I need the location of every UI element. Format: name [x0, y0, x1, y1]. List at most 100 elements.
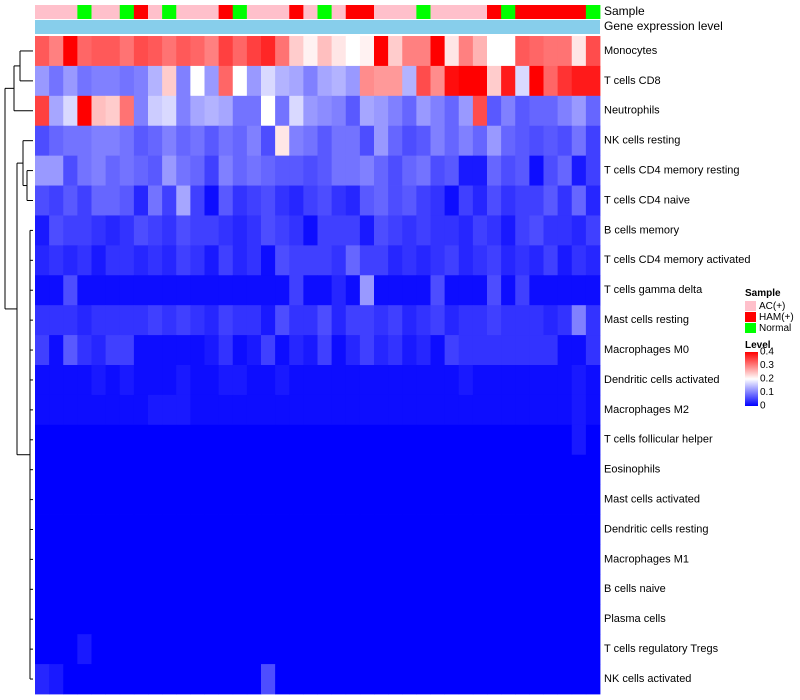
heatmap-cell — [359, 604, 375, 635]
heatmap-cell — [289, 454, 304, 486]
heatmap-cell — [162, 634, 177, 665]
heatmap-cell — [557, 664, 573, 695]
heatmap-cell — [218, 484, 234, 515]
heatmap-cell — [232, 574, 248, 605]
heatmap-cell — [289, 664, 304, 695]
heatmap-cell — [49, 125, 64, 157]
gene-annotation-label: Gene expression level — [604, 19, 723, 33]
heatmap-cell — [585, 514, 601, 545]
heatmap-cell — [458, 125, 474, 157]
heatmap-cell — [148, 125, 163, 157]
heatmap-cell — [416, 484, 431, 515]
heatmap-cell — [289, 574, 304, 605]
heatmap-cell — [35, 454, 50, 486]
heatmap-cell — [416, 604, 431, 635]
heatmap-cell — [289, 36, 304, 67]
heatmap-cell — [91, 454, 107, 486]
heatmap-cell — [317, 215, 333, 246]
heatmap-cell — [345, 95, 361, 127]
heatmap-cell — [190, 365, 205, 396]
heatmap-cell — [331, 36, 347, 67]
heatmap-cell — [303, 95, 318, 127]
heatmap-cell — [119, 484, 135, 515]
heatmap-cell — [275, 36, 290, 67]
heatmap-cell — [515, 215, 530, 246]
sample-cell — [416, 5, 431, 19]
heatmap-cell — [133, 365, 149, 396]
heatmap-cell — [501, 634, 516, 665]
heatmap-cell — [133, 275, 149, 306]
heatmap-cell — [501, 574, 516, 605]
heatmap-cell — [35, 664, 50, 695]
heatmap-cell — [571, 604, 587, 635]
heatmap-cell — [303, 155, 318, 186]
heatmap-cell — [176, 365, 191, 396]
heatmap-cell — [49, 335, 64, 366]
heatmap-cell — [444, 245, 460, 276]
heatmap-cell — [501, 514, 516, 545]
heatmap-cell — [331, 65, 347, 97]
heatmap-cell — [543, 155, 559, 186]
heatmap-cell — [444, 604, 460, 635]
heatmap-cell — [430, 215, 446, 246]
heatmap-cell — [585, 275, 601, 306]
heatmap-cell — [345, 664, 361, 695]
heatmap-cell — [317, 634, 333, 665]
legend-sample-label: Normal — [759, 323, 791, 334]
heatmap-cell — [105, 454, 121, 486]
heatmap-cell — [190, 36, 205, 67]
heatmap-cell — [176, 245, 191, 276]
heatmap-cell — [63, 484, 78, 515]
heatmap-cell — [458, 245, 474, 276]
heatmap-cell — [458, 484, 474, 515]
heatmap-cell — [246, 394, 262, 426]
heatmap-cell — [162, 484, 177, 515]
heatmap-cell — [91, 95, 107, 127]
heatmap-cell — [303, 634, 318, 665]
heatmap-cell — [261, 65, 276, 97]
heatmap-cell — [585, 394, 601, 426]
heatmap-cell — [148, 245, 163, 276]
heatmap-cell — [261, 365, 276, 396]
heatmap-cell — [133, 604, 149, 635]
heatmap-cell — [317, 335, 333, 366]
heatmap-cell — [176, 634, 191, 665]
heatmap-cell — [571, 95, 587, 127]
heatmap-cell — [148, 65, 163, 97]
heatmap-cell — [190, 394, 205, 426]
heatmap-cell — [571, 155, 587, 186]
heatmap-cell — [176, 215, 191, 246]
legend-level-tick-label: 0.1 — [760, 387, 774, 398]
sample-cell — [331, 5, 347, 19]
heatmap-cell — [176, 484, 191, 515]
heatmap-cell — [133, 634, 149, 665]
heatmap-cell — [204, 335, 220, 366]
heatmap-cell — [529, 305, 544, 336]
sample-cell — [35, 5, 50, 19]
heatmap-cell — [388, 36, 403, 67]
heatmap-cell — [317, 305, 333, 336]
heatmap-cell — [430, 544, 446, 575]
heatmap-cell — [331, 95, 347, 127]
heatmap-cell — [119, 424, 135, 456]
sample-annotation-bar — [35, 5, 601, 19]
heatmap-cell — [458, 424, 474, 456]
heatmap-cell — [402, 155, 417, 186]
heatmap-cell — [190, 125, 205, 157]
heatmap-cell — [430, 574, 446, 605]
gene-expression-annotation-bar — [35, 20, 600, 34]
heatmap-cell — [218, 634, 234, 665]
heatmap-cell — [148, 185, 163, 216]
heatmap-cell — [148, 155, 163, 186]
heatmap-cell — [345, 125, 361, 157]
heatmap-cell — [416, 305, 431, 336]
heatmap-cell — [571, 424, 587, 456]
heatmap-cell — [275, 155, 290, 186]
legend-sample-swatch — [745, 301, 756, 311]
heatmap-cell — [162, 514, 177, 545]
heatmap-cell — [176, 574, 191, 605]
heatmap-cell — [303, 365, 318, 396]
sample-cell — [515, 5, 530, 19]
heatmap-cell — [557, 275, 573, 306]
sample-cell — [204, 5, 220, 19]
